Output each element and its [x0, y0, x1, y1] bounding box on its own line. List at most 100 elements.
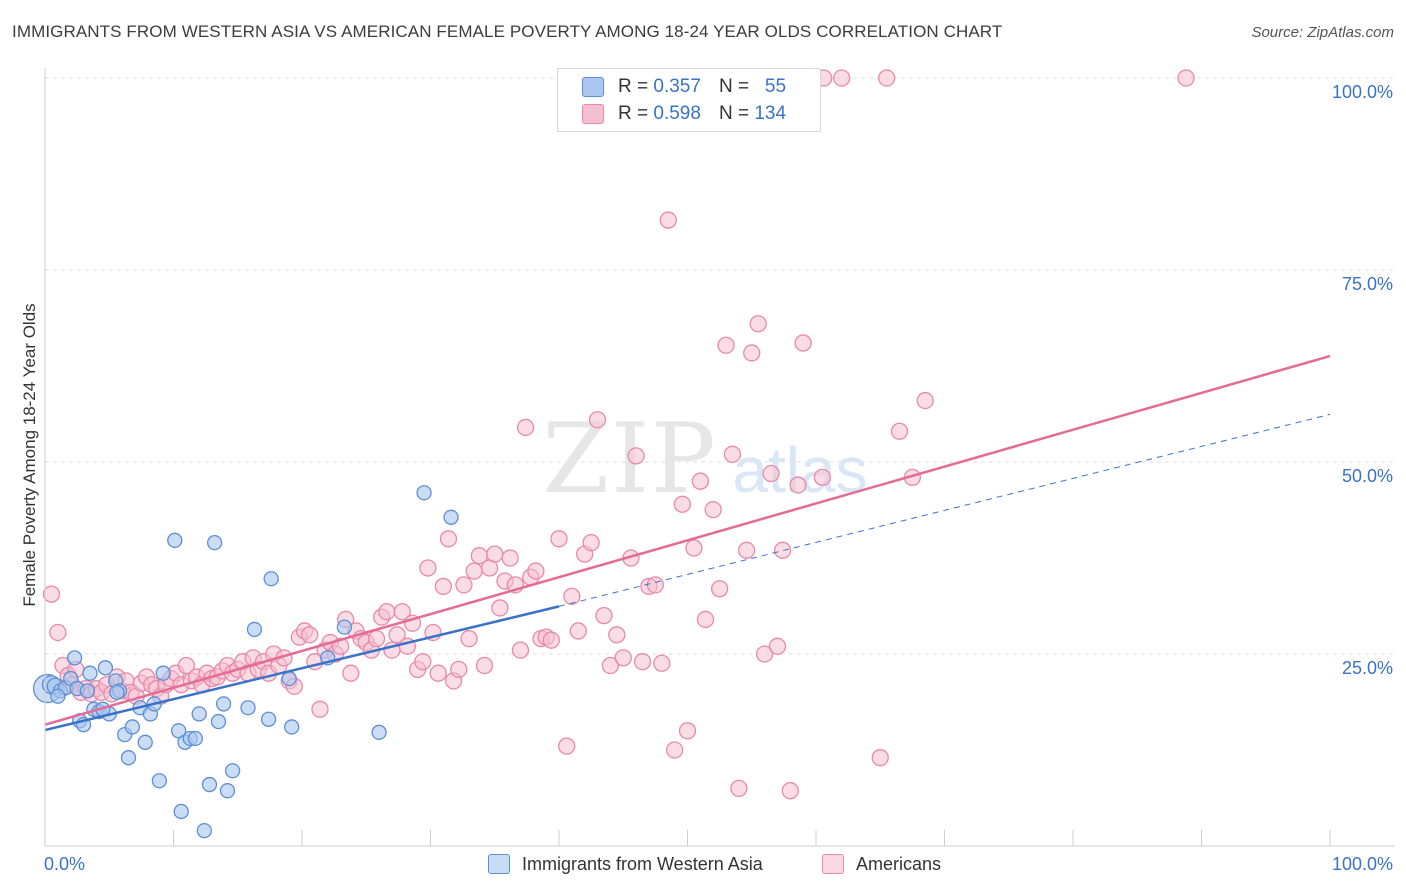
- american-point: [768, 637, 787, 655]
- western-asia-point: [187, 730, 203, 747]
- american-point: [710, 580, 729, 598]
- american-point: [388, 626, 406, 644]
- american-point: [367, 629, 386, 648]
- american-point: [542, 631, 560, 649]
- american-point: [393, 603, 411, 621]
- american-point: [49, 623, 67, 642]
- american-point: [601, 656, 620, 675]
- legend-swatch-blue: [582, 77, 604, 97]
- bottom-legend-swatch-pink: [822, 854, 844, 874]
- american-point: [646, 576, 665, 594]
- western-asia-point: [97, 660, 114, 676]
- legend-r-value: 0.598: [653, 103, 701, 124]
- american-point: [558, 737, 576, 755]
- american-point: [633, 653, 652, 671]
- american-point: [1177, 69, 1195, 87]
- american-point: [737, 541, 756, 559]
- y-tick-label: 100.0%: [1332, 82, 1393, 102]
- american-point: [717, 336, 735, 354]
- american-point: [311, 700, 329, 718]
- american-point: [755, 645, 774, 663]
- american-point: [794, 334, 812, 352]
- western-asia-point: [219, 783, 236, 799]
- american-point: [582, 533, 600, 552]
- american-point: [439, 530, 458, 548]
- western-asia-point: [263, 571, 279, 587]
- western-asia-point: [66, 650, 83, 666]
- american-point: [465, 562, 483, 580]
- western-asia-point: [224, 763, 241, 779]
- american-point: [486, 545, 504, 563]
- american-point: [627, 447, 645, 465]
- american-point: [673, 495, 692, 513]
- american-point: [563, 587, 581, 606]
- american-point: [419, 559, 437, 577]
- western-asia-point: [124, 719, 141, 735]
- american-point: [614, 649, 632, 667]
- american-point: [501, 549, 519, 567]
- american-point: [813, 468, 832, 487]
- western-asia-trend-extension: [558, 413, 1331, 607]
- american-point: [42, 585, 61, 603]
- x-tick-label-max: 100.0%: [1332, 854, 1393, 874]
- american-point: [730, 779, 748, 798]
- american-point: [378, 603, 396, 621]
- american-point: [890, 422, 909, 440]
- western-asia-point: [191, 706, 207, 722]
- american-point: [450, 660, 468, 679]
- western-asia-point: [336, 619, 353, 635]
- western-asia-points: [32, 485, 459, 839]
- watermark: ZIP atlas: [542, 403, 867, 515]
- western-asia-point: [79, 683, 96, 699]
- american-point: [666, 741, 684, 759]
- western-asia-point: [371, 724, 387, 740]
- american-point: [723, 445, 742, 463]
- western-asia-point: [109, 684, 125, 701]
- western-asia-point: [246, 621, 263, 638]
- american-point: [773, 541, 792, 559]
- legend-r-label: R =: [618, 76, 649, 97]
- american-point: [527, 562, 545, 580]
- american-point: [878, 69, 896, 87]
- american-point: [691, 472, 709, 490]
- chart-title: IMMIGRANTS FROM WESTERN ASIA VS AMERICAN…: [12, 22, 1003, 41]
- western-asia-trend-line: [44, 605, 560, 732]
- legend-row-americans: R = 0.598 N = 134: [582, 102, 786, 126]
- western-asia-point: [151, 773, 168, 789]
- western-asia-point: [210, 713, 227, 730]
- american-point: [516, 418, 535, 437]
- american-point: [491, 599, 509, 617]
- trend-lines: [44, 354, 1331, 732]
- american-point: [569, 622, 587, 640]
- american-point: [749, 315, 767, 333]
- american-point: [331, 637, 350, 655]
- bottom-legend-western-asia: Immigrants from Western Asia: [488, 852, 763, 876]
- american-point: [595, 606, 613, 625]
- western-asia-point: [240, 700, 256, 716]
- western-asia-point: [50, 688, 66, 704]
- western-asia-point: [196, 822, 212, 839]
- western-asia-point: [260, 711, 277, 727]
- american-point: [696, 610, 715, 629]
- legend-row-western-asia: R = 0.357 N = 55: [582, 75, 786, 99]
- y-tick-label: 25.0%: [1342, 658, 1393, 678]
- correlation-legend: R = 0.357 N = 55 R = 0.598 N = 134: [557, 68, 821, 132]
- american-point: [550, 530, 568, 548]
- western-asia-point: [206, 534, 223, 551]
- western-asia-point: [170, 723, 187, 739]
- western-asia-point: [167, 532, 183, 548]
- western-asia-point: [82, 665, 98, 681]
- american-point: [678, 722, 697, 740]
- legend-n-label: N =: [718, 76, 750, 97]
- american-point: [833, 69, 851, 87]
- american-point: [455, 576, 473, 594]
- western-asia-point: [284, 719, 300, 735]
- american-point: [685, 539, 703, 557]
- western-asia-point: [215, 696, 232, 712]
- y-tick-label: 75.0%: [1342, 274, 1393, 294]
- western-asia-point: [155, 665, 171, 681]
- american-point: [429, 664, 447, 682]
- western-asia-point: [443, 509, 459, 525]
- western-asia-point: [120, 750, 137, 766]
